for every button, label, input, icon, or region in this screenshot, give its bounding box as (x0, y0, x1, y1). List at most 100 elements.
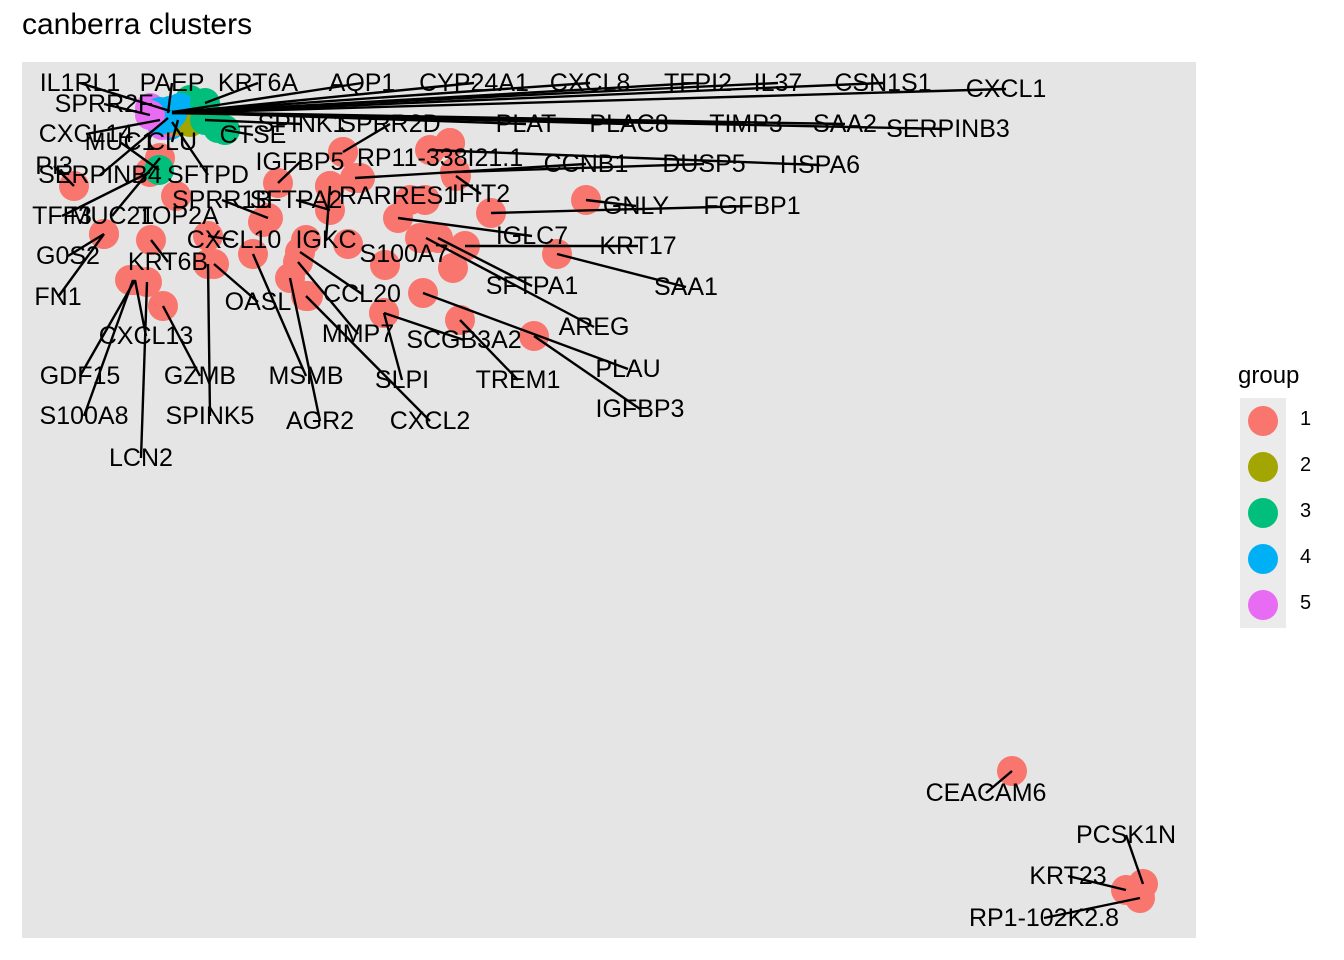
leader-line-csn1s1 (171, 81, 884, 115)
point-label-agr2: AGR2 (286, 407, 354, 435)
point-label-rp11-338i21-1: RP11-338I21.1 (357, 144, 523, 172)
leader-line-cxcl8 (171, 81, 591, 114)
point-label-timp3: TIMP3 (709, 110, 783, 138)
leader-line-agr2 (288, 277, 322, 422)
leader-line-ctse (224, 128, 254, 137)
point-label-gzmb: GZMB (164, 362, 236, 390)
legend-label-5: 5 (1300, 592, 1312, 614)
leader-line-paep (166, 82, 174, 114)
point-label-fgfbp1: FGFBP1 (703, 192, 800, 220)
legend-label-2: 2 (1300, 454, 1312, 476)
legend-key-2 (1240, 444, 1286, 490)
leader-line-saa2 (171, 110, 846, 126)
legend-dot-2 (1248, 452, 1278, 482)
point-label-plat: PLAT (496, 110, 557, 138)
leader-line-sprr1b (221, 198, 269, 220)
leader-line-spink5 (206, 263, 212, 417)
point-label-il1rl1: IL1RL1 (40, 69, 121, 97)
leader-line-gnly (585, 198, 637, 208)
legend-dot-4 (1248, 544, 1278, 574)
leader-line-gdf15 (78, 279, 137, 377)
legend-label-3: 3 (1300, 500, 1312, 522)
legend-key-3 (1240, 490, 1286, 536)
point-label-ccnb1: CCNB1 (544, 150, 629, 178)
point-label-sftpd: SFTPD (167, 161, 249, 189)
point-label-plac8: PLAC8 (589, 110, 668, 138)
point-label-saa2: SAA2 (813, 110, 877, 138)
point-label-gnly: GNLY (603, 192, 670, 220)
leader-line-spink1 (204, 118, 303, 126)
leader-line-sprr2f (103, 102, 151, 117)
legend-label-4: 4 (1300, 546, 1312, 568)
leader-line-il1rl1 (79, 81, 171, 113)
point-label-oasl: OASL (225, 288, 292, 316)
point-label-igfbp5: IGFBP5 (256, 148, 345, 176)
point-label-ifit2: IFIT2 (452, 180, 510, 208)
legend-dot-1 (1248, 406, 1278, 436)
point-label-sprr1b: SPRR1B (172, 186, 272, 214)
legend-label-1: 1 (1300, 408, 1312, 430)
point-label-cxcl10: CXCL10 (187, 226, 282, 254)
point-label-igfbp3: IGFBP3 (596, 395, 685, 423)
leader-line-pcsk1n (1124, 834, 1145, 885)
point-label-g0s2: G0S2 (36, 242, 100, 270)
point-label-il37: IL37 (754, 69, 803, 97)
point-label-lcn2: LCN2 (109, 444, 173, 472)
point-label-hspa6: HSPA6 (780, 151, 860, 179)
data-point-extra-7 (333, 229, 363, 259)
leader-line-mmp7 (297, 261, 359, 335)
point-label-gdf15: GDF15 (40, 362, 121, 390)
leader-line-g0s2 (67, 232, 105, 258)
legend-item-4: 4 (1238, 536, 1318, 582)
leader-line-iglc7 (397, 216, 533, 238)
leader-line-rp1-102k2-8 (1043, 896, 1141, 920)
point-label-sprr2f: SPRR2F (55, 90, 154, 118)
data-point-extra-6 (438, 253, 468, 283)
leader-line-s100a8 (82, 279, 135, 417)
point-label-rp1-102k2-8: RP1-102K2.8 (969, 904, 1119, 932)
point-label-s100a8: S100A8 (40, 402, 129, 430)
point-label-cxcl1: CXCL1 (966, 75, 1047, 103)
point-label-tfpi2: TFPI2 (664, 69, 732, 97)
point-label-cxcl8: CXCL8 (550, 69, 631, 97)
leader-line-plau (422, 291, 629, 371)
legend-item-2: 2 (1238, 444, 1318, 490)
point-label-sftpa2: SFTPA2 (250, 186, 343, 214)
point-label-iglc7: IGLC7 (496, 222, 568, 250)
point-label-cxcl13: CXCL13 (99, 322, 194, 350)
point-label-muc1: MUC1 (85, 128, 156, 156)
point-label-cxcl2: CXCL2 (390, 407, 471, 435)
leader-line-dusp5 (454, 162, 705, 174)
leader-line-igfbp3 (533, 335, 641, 410)
leader-line-sprr2d (342, 122, 391, 154)
point-label-trem1: TREM1 (476, 366, 561, 394)
leader-line-ccl20 (299, 251, 363, 295)
point-label-igkc: IGKC (295, 226, 356, 254)
leader-line-ifit2 (455, 175, 482, 195)
point-label-paep: PAEP (140, 69, 205, 97)
point-label-krt17: KRT17 (599, 232, 676, 260)
leader-line-fn1 (57, 233, 105, 298)
point-label-msmb: MSMB (269, 362, 344, 390)
leader-line-cxcl2 (305, 295, 431, 422)
leader-line-ceacam6 (985, 770, 1013, 794)
point-label-pi3: PI3 (35, 152, 73, 180)
legend: group 1 2 3 4 5 (1238, 362, 1318, 628)
point-label-krt6b: KRT6B (128, 248, 208, 276)
leader-line-cxcl1 (171, 87, 1007, 115)
leader-line-krt23 (1067, 874, 1127, 892)
point-label-ctse: CTSE (220, 121, 287, 149)
point-label-pcsk1n: PCSK1N (1076, 821, 1176, 849)
leader-line-il37 (171, 81, 779, 114)
point-label-plau: PLAU (595, 355, 660, 383)
point-label-krt6a: KRT6A (218, 69, 298, 97)
leader-line-igfbp5 (277, 161, 301, 184)
point-label-areg: AREG (559, 313, 630, 341)
leader-line-slpi (382, 312, 404, 381)
point-label-aqp1: AQP1 (329, 69, 396, 97)
leader-line-cxcl10 (207, 234, 235, 242)
legend-item-1: 1 (1238, 398, 1318, 444)
leader-line-clu (170, 119, 180, 143)
point-label-s100a7: S100A7 (360, 240, 449, 268)
